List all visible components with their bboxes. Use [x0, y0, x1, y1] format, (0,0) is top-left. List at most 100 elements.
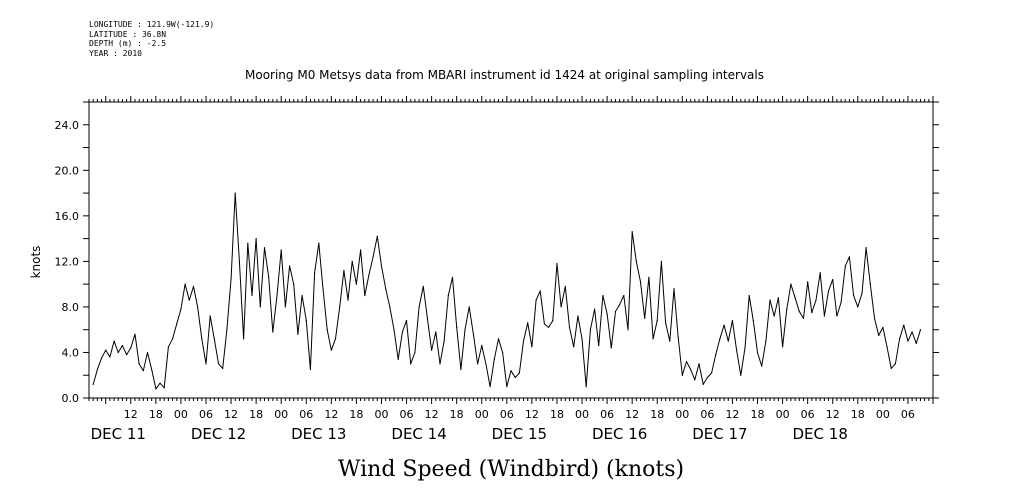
data-point — [568, 326, 571, 329]
data-point — [334, 338, 337, 340]
data-point — [284, 306, 286, 308]
plot-frame — [88, 101, 934, 399]
x-hour-label: 06 — [400, 408, 414, 421]
data-point — [259, 306, 261, 308]
data-point — [481, 345, 483, 347]
data-point — [827, 290, 830, 292]
y-tick-label: 4.0 — [62, 346, 80, 359]
data-point — [155, 388, 157, 390]
data-point — [138, 363, 140, 365]
x-hour-label: 06 — [600, 408, 614, 421]
data-point — [865, 247, 867, 249]
data-point — [472, 333, 474, 335]
x-day-label: DEC 17 — [692, 425, 747, 443]
data-point — [543, 323, 546, 325]
data-point — [493, 358, 495, 360]
data-point — [201, 338, 203, 340]
data-point — [903, 324, 905, 326]
data-point — [405, 319, 408, 322]
data-point — [272, 331, 274, 333]
data-point — [460, 368, 462, 371]
x-hour-label: 12 — [425, 408, 439, 421]
data-point — [330, 349, 332, 351]
data-point — [163, 387, 165, 389]
data-point — [318, 242, 320, 244]
x-day-label: DEC 18 — [793, 425, 848, 443]
x-hour-label: 18 — [349, 408, 363, 421]
data-point — [631, 231, 633, 233]
data-point — [802, 317, 805, 319]
data-point — [677, 335, 679, 338]
data-point — [710, 372, 713, 374]
data-point — [301, 294, 303, 297]
data-point — [506, 386, 508, 388]
data-point — [552, 319, 554, 322]
x-hour-label: 12 — [826, 408, 840, 421]
x-hour-label: 06 — [901, 408, 915, 421]
data-point — [339, 306, 341, 308]
x-day-label: DEC 15 — [492, 425, 547, 443]
data-point — [606, 313, 608, 315]
x-day-label: DEC 11 — [91, 425, 146, 443]
data-point — [514, 376, 516, 379]
x-hour-label: 18 — [650, 408, 664, 421]
data-point — [619, 304, 621, 306]
x-hour-label: 00 — [475, 408, 489, 421]
data-point — [698, 363, 700, 365]
data-point — [447, 294, 449, 297]
data-point — [268, 276, 270, 278]
data-point — [146, 351, 149, 354]
data-point — [322, 288, 324, 290]
x-hour-label: 06 — [199, 408, 213, 421]
data-point — [217, 363, 220, 365]
data-point — [242, 338, 245, 340]
data-point — [251, 294, 253, 297]
data-point — [648, 276, 650, 278]
data-point — [564, 285, 566, 288]
data-point — [811, 312, 813, 314]
data-point — [581, 338, 583, 340]
y-tick-label: 0.0 — [62, 392, 80, 405]
data-point — [159, 382, 161, 384]
x-hour-label: 18 — [550, 408, 564, 421]
data-point — [731, 319, 734, 322]
data-point — [911, 331, 913, 333]
data-point — [610, 347, 612, 349]
data-point — [510, 370, 512, 372]
data-point — [748, 294, 750, 297]
data-point — [497, 338, 500, 340]
data-point — [451, 276, 454, 278]
x-hour-label: 12 — [625, 408, 639, 421]
data-point — [585, 386, 587, 388]
data-point — [92, 383, 94, 385]
data-point — [535, 299, 537, 301]
data-point — [476, 363, 479, 365]
data-point — [915, 342, 917, 344]
x-hour-label: 06 — [801, 408, 815, 421]
data-point — [769, 299, 771, 301]
data-point — [781, 346, 784, 348]
data-point — [736, 349, 738, 351]
data-point — [836, 315, 838, 317]
data-point — [761, 365, 763, 367]
data-point — [527, 322, 529, 324]
data-point — [401, 331, 403, 333]
data-point — [840, 301, 842, 303]
data-point — [255, 238, 257, 240]
data-point — [222, 367, 224, 369]
data-point — [431, 349, 433, 351]
data-point — [660, 260, 663, 262]
data-point — [368, 274, 370, 276]
data-point — [807, 281, 809, 283]
data-point — [96, 368, 98, 371]
data-point — [130, 347, 132, 349]
x-hour-label: 12 — [725, 408, 739, 421]
wind-speed-line — [92, 192, 921, 390]
data-point — [238, 260, 241, 262]
x-hour-label: 00 — [274, 408, 288, 421]
y-axis-label: knots — [29, 246, 43, 279]
data-point — [794, 297, 796, 299]
data-point — [777, 297, 780, 299]
data-point — [305, 319, 307, 322]
